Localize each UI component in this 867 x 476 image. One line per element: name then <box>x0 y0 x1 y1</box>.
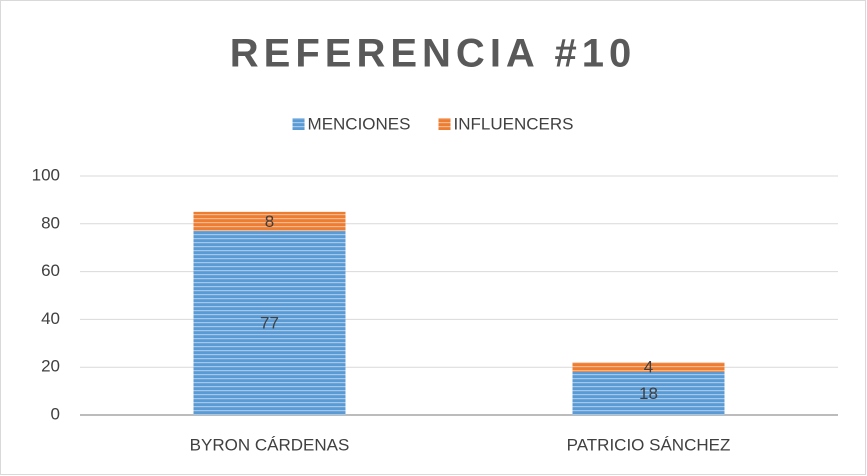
y-tick-label: 20 <box>41 357 60 376</box>
legend-label: INFLUENCERS <box>454 114 574 133</box>
data-label: 77 <box>260 313 279 332</box>
data-label: 18 <box>639 384 658 403</box>
y-tick-label: 0 <box>51 404 60 423</box>
bar-segment <box>572 362 725 372</box>
legend-label: MENCIONES <box>308 114 411 133</box>
bar-segment <box>572 371 725 415</box>
y-tick-label: 100 <box>32 165 60 184</box>
x-tick-label: BYRON CÁRDENAS <box>190 435 350 454</box>
bar-segment <box>193 230 346 415</box>
legend: MENCIONES INFLUENCERS <box>292 114 574 133</box>
data-label: 4 <box>644 358 653 377</box>
bar-segment <box>193 211 346 231</box>
chart-title: REFERENCIA #10 <box>230 32 636 76</box>
y-tick-label: 60 <box>41 261 60 280</box>
legend-swatch <box>292 118 305 130</box>
y-tick-label: 80 <box>41 213 60 232</box>
y-tick-label: 40 <box>41 309 60 328</box>
legend-swatch <box>438 118 451 130</box>
x-tick-label: PATRICIO SÁNCHEZ <box>567 435 731 454</box>
data-label: 8 <box>265 212 274 231</box>
